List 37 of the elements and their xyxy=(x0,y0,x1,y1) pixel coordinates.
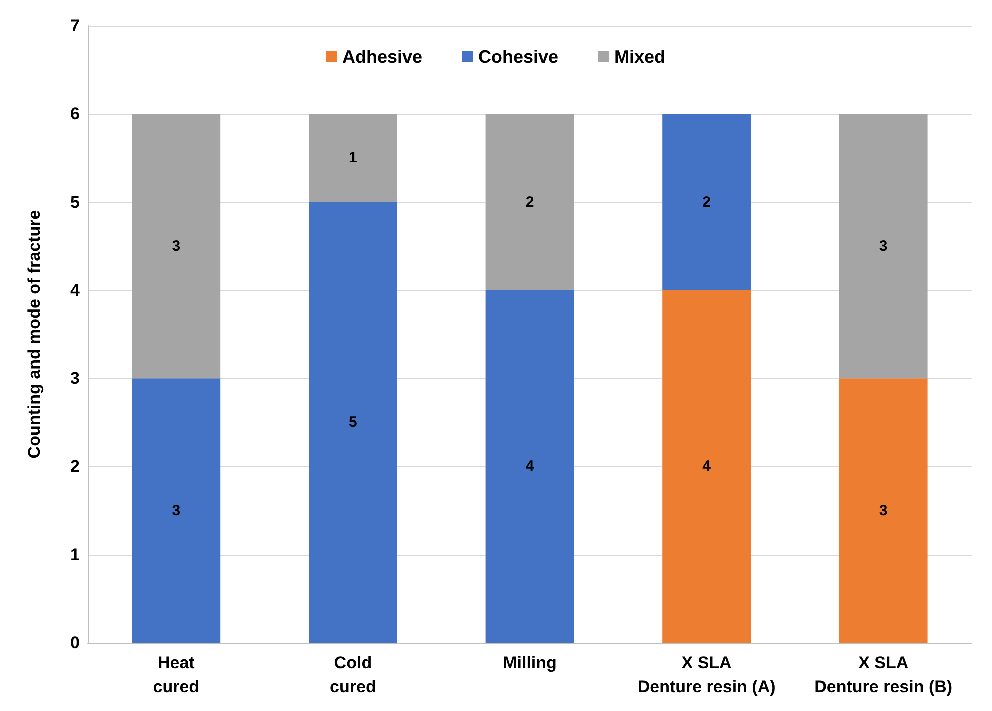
x-tick-label: Cold cured xyxy=(330,654,376,696)
data-label: 2 xyxy=(526,194,534,211)
y-axis-title: Counting and mode of fracture xyxy=(25,210,44,459)
y-tick-label: 5 xyxy=(70,192,80,212)
data-label: 3 xyxy=(879,502,888,520)
data-label: 3 xyxy=(172,238,181,255)
y-tick-label: 4 xyxy=(70,280,81,300)
bar xyxy=(309,114,398,202)
data-label: 4 xyxy=(526,458,535,476)
data-label: 2 xyxy=(702,194,711,211)
y-tick-label: 6 xyxy=(70,104,80,124)
bar xyxy=(132,378,221,643)
bar xyxy=(309,202,398,643)
data-label: 1 xyxy=(349,150,358,167)
y-tick-label: 0 xyxy=(70,634,80,652)
bar xyxy=(662,290,751,643)
bar xyxy=(132,114,221,379)
x-tick-label: Heat cured xyxy=(153,654,200,696)
bar xyxy=(486,290,574,643)
y-tick-label: 3 xyxy=(70,369,80,388)
legend-label: Mixed xyxy=(614,47,666,67)
bar xyxy=(486,114,574,290)
data-label: 3 xyxy=(879,238,888,255)
legend-label: Cohesive xyxy=(478,47,559,67)
data-label: 4 xyxy=(702,458,712,476)
data-label: 3 xyxy=(172,502,181,520)
y-tick-label: 7 xyxy=(70,16,80,36)
bar xyxy=(662,114,751,290)
data-label: 5 xyxy=(349,414,358,432)
y-tick-label: 1 xyxy=(70,545,80,564)
x-tick-label: X SLA Denture resin (A) xyxy=(638,654,776,696)
bar xyxy=(839,114,928,379)
x-tick-label: X SLA Denture resin (B) xyxy=(814,654,953,696)
y-tick-label: 2 xyxy=(70,457,80,476)
bar xyxy=(839,378,928,643)
x-tick-label: Milling xyxy=(503,654,557,672)
legend-label: Adhesive xyxy=(342,47,423,67)
